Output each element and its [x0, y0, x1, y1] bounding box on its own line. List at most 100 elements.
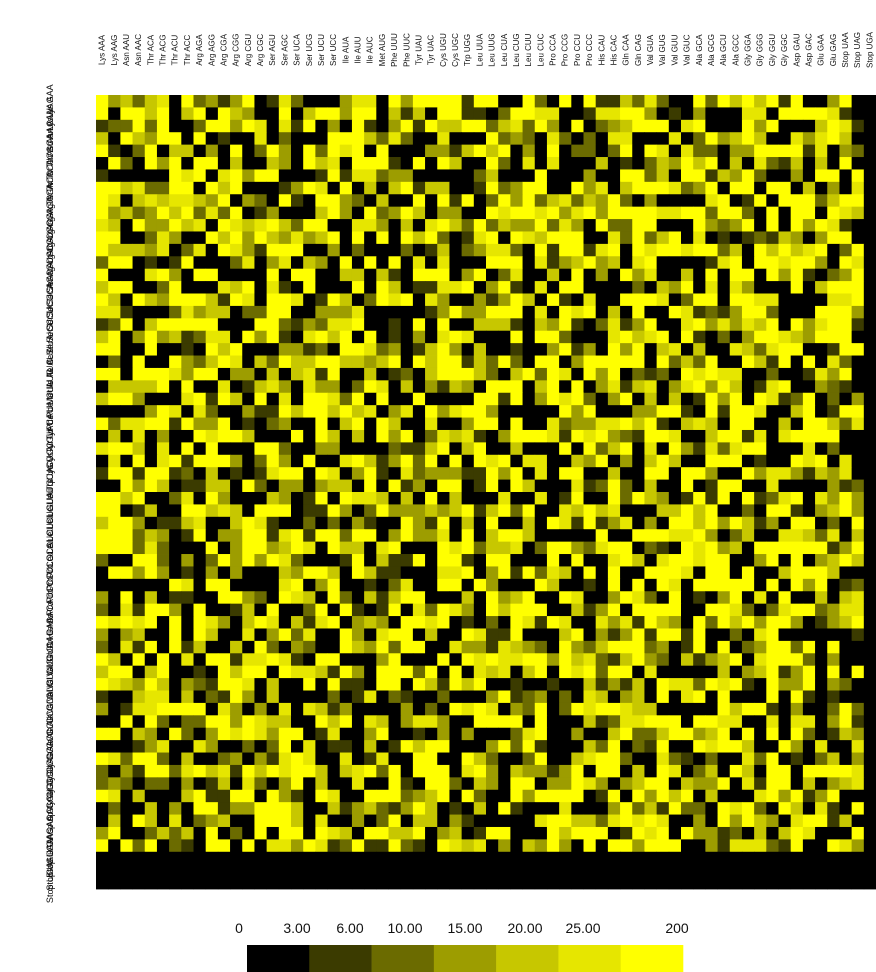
- heatmap-cell: [827, 231, 840, 245]
- heatmap-cell: [412, 541, 426, 555]
- heatmap-cell: [534, 566, 548, 580]
- heatmap-cell: [766, 157, 779, 170]
- heatmap-cell: [681, 95, 694, 108]
- heatmap-cell: [120, 665, 133, 679]
- column-label: Cys UGU: [439, 33, 448, 67]
- heatmap-cell: [242, 616, 255, 629]
- heatmap-cell: [607, 95, 621, 108]
- heatmap-cell: [412, 529, 426, 543]
- heatmap-cell: [729, 330, 743, 344]
- heatmap-cell: [851, 864, 865, 877]
- heatmap-cell: [376, 752, 389, 766]
- heatmap-cell: [181, 479, 194, 493]
- heatmap-cell: [644, 268, 658, 282]
- heatmap-cell: [339, 628, 353, 642]
- heatmap-cell: [815, 851, 828, 865]
- heatmap-cell: [668, 541, 682, 555]
- heatmap-cell: [327, 839, 341, 853]
- heatmap-cell: [754, 690, 767, 704]
- heatmap-cell: [230, 219, 243, 232]
- heatmap-cell: [266, 578, 280, 592]
- heatmap-cell: [827, 752, 840, 766]
- heatmap-cell: [266, 764, 280, 778]
- heatmap-cell: [327, 107, 341, 121]
- heatmap-cell: [546, 690, 560, 704]
- heatmap-cell: [839, 392, 853, 406]
- heatmap-cell: [705, 653, 718, 667]
- heatmap-cell: [266, 231, 280, 245]
- heatmap-cell: [486, 702, 499, 716]
- heatmap-cell: [217, 318, 231, 332]
- heatmap-cell: [498, 566, 511, 580]
- heatmap-cell: [498, 802, 511, 815]
- heatmap-cell: [437, 616, 450, 629]
- heatmap-cell: [242, 454, 255, 468]
- heatmap-cell: [717, 578, 731, 592]
- heatmap-cell: [632, 591, 645, 605]
- heatmap-cell: [461, 132, 475, 146]
- heatmap-cell: [656, 752, 670, 766]
- heatmap-cell: [851, 256, 865, 270]
- heatmap-cell: [486, 442, 499, 456]
- heatmap-cell: [412, 690, 426, 704]
- heatmap-cell: [181, 219, 194, 232]
- heatmap-cell: [412, 727, 426, 741]
- heatmap-cell: [778, 355, 792, 369]
- heatmap-cell: [498, 628, 511, 642]
- heatmap-cell: [364, 95, 377, 108]
- heatmap-cell: [498, 777, 511, 791]
- heatmap-cell: [315, 219, 328, 232]
- heatmap-cell: [315, 343, 328, 356]
- heatmap-cell: [303, 405, 316, 418]
- heatmap-cell: [668, 355, 682, 369]
- heatmap-cell: [693, 740, 706, 753]
- heatmap-cell: [303, 529, 316, 543]
- heatmap-cell: [486, 293, 499, 307]
- heatmap-cell: [607, 107, 621, 121]
- heatmap-cell: [790, 578, 804, 592]
- heatmap-cell: [120, 442, 133, 456]
- heatmap-cell: [717, 157, 731, 170]
- heatmap-cell: [559, 740, 572, 753]
- heatmap-cell: [278, 578, 292, 592]
- heatmap-cell: [169, 578, 182, 592]
- heatmap-cell: [217, 479, 231, 493]
- heatmap-cell: [230, 119, 243, 133]
- heatmap-cell: [120, 616, 133, 629]
- heatmap-cell: [169, 802, 182, 815]
- heatmap-cell: [705, 157, 718, 170]
- heatmap-cell: [425, 169, 438, 183]
- heatmap-cell: [827, 367, 840, 381]
- heatmap-cell: [583, 727, 597, 741]
- heatmap-cell: [108, 268, 121, 282]
- heatmap-cell: [315, 554, 328, 567]
- heatmap-cell: [802, 367, 816, 381]
- heatmap-cell: [546, 554, 560, 567]
- heatmap-cell: [217, 876, 231, 890]
- heatmap-cell: [620, 591, 633, 605]
- heatmap-cell: [815, 715, 828, 729]
- heatmap-cell: [546, 640, 560, 654]
- heatmap-cell: [839, 764, 853, 778]
- heatmap-cell: [607, 802, 621, 815]
- heatmap-cell: [315, 157, 328, 170]
- heatmap-cell: [486, 318, 499, 332]
- heatmap-cell: [230, 752, 243, 766]
- heatmap-cell: [412, 454, 426, 468]
- heatmap-cell: [193, 417, 207, 431]
- heatmap-cell: [766, 727, 779, 741]
- heatmap-cell: [656, 727, 670, 741]
- heatmap-cell: [425, 541, 438, 555]
- heatmap-cell: [644, 293, 658, 307]
- heatmap-cell: [534, 405, 548, 418]
- heatmap-cell: [693, 305, 706, 319]
- heatmap-cell: [644, 740, 658, 753]
- heatmap-cell: [486, 355, 499, 369]
- row-label: Asp GAU: [45, 790, 55, 828]
- heatmap-cell: [595, 529, 609, 543]
- heatmap-cell: [766, 826, 779, 840]
- heatmap-cell: [96, 578, 109, 592]
- heatmap-cell: [217, 616, 231, 629]
- heatmap-cell: [437, 529, 450, 543]
- heatmap-cell: [778, 467, 792, 480]
